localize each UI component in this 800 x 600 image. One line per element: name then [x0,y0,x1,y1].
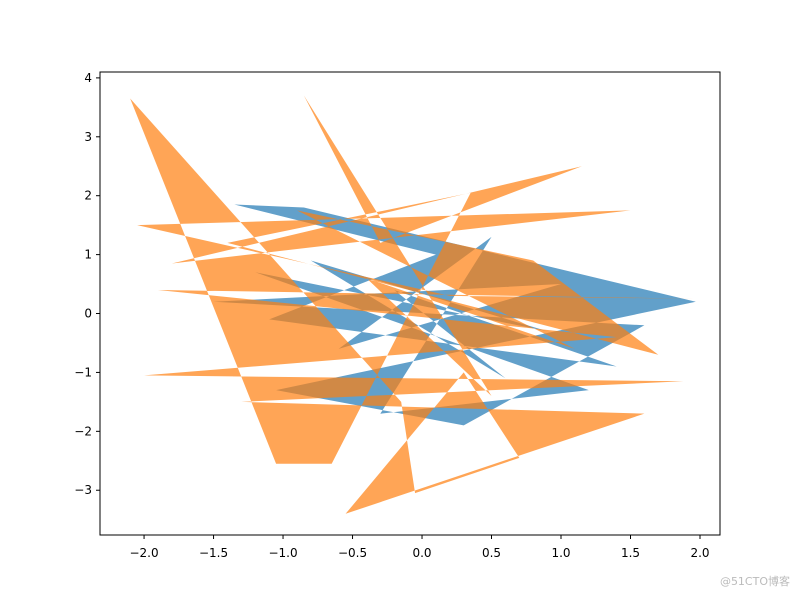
y-tick-label: −2 [74,424,92,438]
watermark: @51CTO博客 [720,574,790,588]
x-tick-label: −2.0 [129,546,158,560]
x-tick-label: 2.0 [690,546,709,560]
y-tick-label: 1 [84,248,92,262]
x-tick-label: −1.5 [199,546,228,560]
x-tick-label: 0.0 [412,546,431,560]
x-tick-label: 1.0 [551,546,570,560]
x-tick-label: 0.5 [482,546,501,560]
x-tick-label: −0.5 [338,546,367,560]
y-tick-label: 0 [84,307,92,321]
y-tick-label: −3 [74,483,92,497]
y-tick-label: 2 [84,189,92,203]
plot-frame [99,71,721,536]
fill-area [130,95,696,514]
y-tick-label: 3 [84,130,92,144]
x-tick-label: 1.5 [621,546,640,560]
y-tick-label: −1 [74,365,92,379]
x-tick-label: −1.0 [268,546,297,560]
y-tick-label: 4 [84,71,92,85]
